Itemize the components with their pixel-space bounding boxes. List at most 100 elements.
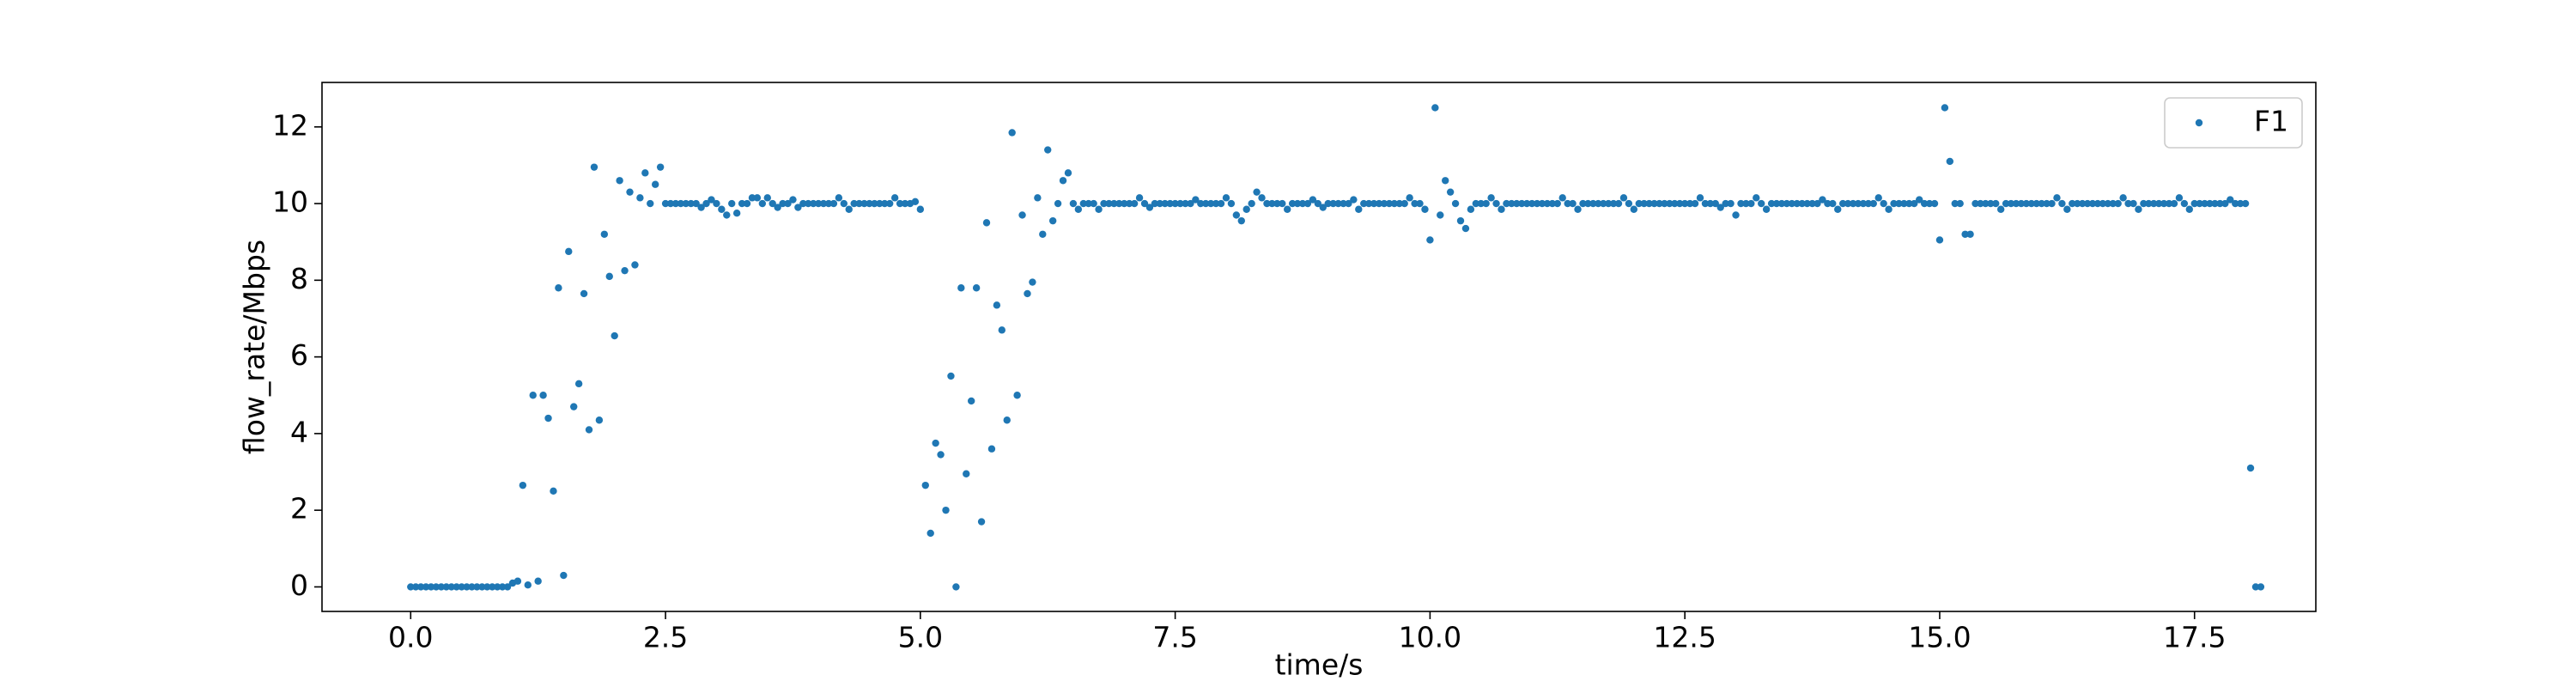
data-point	[1625, 199, 1633, 208]
data-point	[1472, 199, 1480, 208]
data-point	[1671, 199, 1679, 208]
data-point	[513, 577, 522, 585]
data-point	[1941, 104, 1949, 112]
data-point	[1268, 199, 1276, 208]
data-point	[2154, 199, 2163, 208]
data-point	[1380, 199, 1388, 208]
data-point	[2180, 199, 2189, 208]
data-point	[1798, 199, 1806, 208]
data-point	[1961, 230, 1969, 238]
data-point	[2017, 199, 2026, 208]
data-point	[728, 199, 736, 208]
data-point	[845, 205, 853, 213]
data-point	[713, 199, 720, 208]
data-point	[692, 199, 700, 208]
data-point	[1711, 199, 1719, 208]
data-point	[412, 583, 420, 591]
data-point	[1737, 199, 1745, 208]
data-point	[483, 583, 491, 591]
data-point	[1048, 216, 1057, 225]
data-point	[1222, 194, 1230, 202]
data-point	[1202, 199, 1210, 208]
data-point	[1176, 199, 1184, 208]
plot-frame	[321, 82, 2317, 612]
data-point	[1029, 278, 1036, 286]
data-point	[732, 210, 741, 217]
data-point	[758, 199, 767, 208]
data-point	[580, 289, 588, 298]
data-point	[1854, 199, 1862, 208]
data-point	[1360, 199, 1368, 208]
data-point	[489, 583, 496, 591]
data-point	[1911, 199, 1918, 208]
data-point	[1324, 199, 1332, 208]
data-point	[901, 199, 909, 208]
data-point	[1237, 216, 1245, 225]
data-point	[1156, 199, 1164, 208]
data-point	[1069, 199, 1078, 208]
data-point	[743, 199, 751, 208]
data-point	[2012, 199, 2020, 208]
data-point	[1456, 216, 1465, 225]
data-point	[2150, 199, 2158, 208]
data-point	[1121, 199, 1128, 208]
data-point	[682, 199, 690, 208]
data-point	[616, 177, 623, 185]
data-point	[1171, 199, 1179, 208]
data-point	[1135, 194, 1144, 202]
data-point	[911, 198, 920, 206]
data-point	[1803, 199, 1811, 208]
data-point	[478, 583, 486, 591]
data-point	[1303, 199, 1312, 208]
data-point	[1706, 199, 1715, 208]
data-point	[1508, 199, 1516, 208]
data-point	[493, 583, 501, 591]
data-point	[2241, 199, 2250, 208]
data-point	[2246, 464, 2255, 472]
data-point	[2221, 199, 2229, 208]
data-point	[2063, 205, 2071, 213]
data-point	[2232, 199, 2239, 208]
data-point	[1518, 199, 1526, 208]
data-point	[963, 470, 970, 477]
data-point	[600, 230, 609, 238]
data-point	[1293, 199, 1302, 208]
data-point	[1905, 199, 1913, 208]
data-point	[1553, 199, 1561, 208]
data-point	[1003, 416, 1011, 424]
data-point	[1722, 199, 1729, 208]
data-point	[1426, 236, 1434, 244]
data-point	[442, 583, 451, 591]
data-point	[1298, 199, 1307, 208]
data-point	[987, 445, 996, 453]
data-point	[1437, 211, 1444, 219]
data-point	[1482, 199, 1490, 208]
data-point	[1125, 199, 1133, 208]
data-point	[544, 414, 552, 423]
data-point	[422, 583, 430, 591]
data-point	[463, 583, 471, 591]
data-point	[779, 199, 787, 208]
data-point	[1279, 199, 1286, 208]
data-point	[1604, 199, 1613, 208]
data-point	[932, 439, 939, 447]
data-point	[1558, 194, 1566, 202]
data-point	[697, 204, 705, 211]
data-point	[1232, 211, 1241, 219]
data-point	[560, 571, 568, 580]
data-point	[1584, 199, 1592, 208]
data-point	[1498, 205, 1505, 213]
data-point	[1400, 199, 1408, 208]
data-point	[829, 199, 838, 208]
data-point	[1869, 199, 1877, 208]
x-tick-label: 2.5	[643, 621, 688, 654]
data-point	[1074, 205, 1083, 213]
data-point	[1090, 199, 1097, 208]
data-point	[1355, 205, 1363, 213]
data-point	[1890, 199, 1898, 208]
data-point	[656, 163, 665, 171]
data-point	[1212, 199, 1220, 208]
data-point	[1650, 199, 1658, 208]
legend-box	[2164, 97, 2303, 149]
data-point	[2043, 199, 2050, 208]
